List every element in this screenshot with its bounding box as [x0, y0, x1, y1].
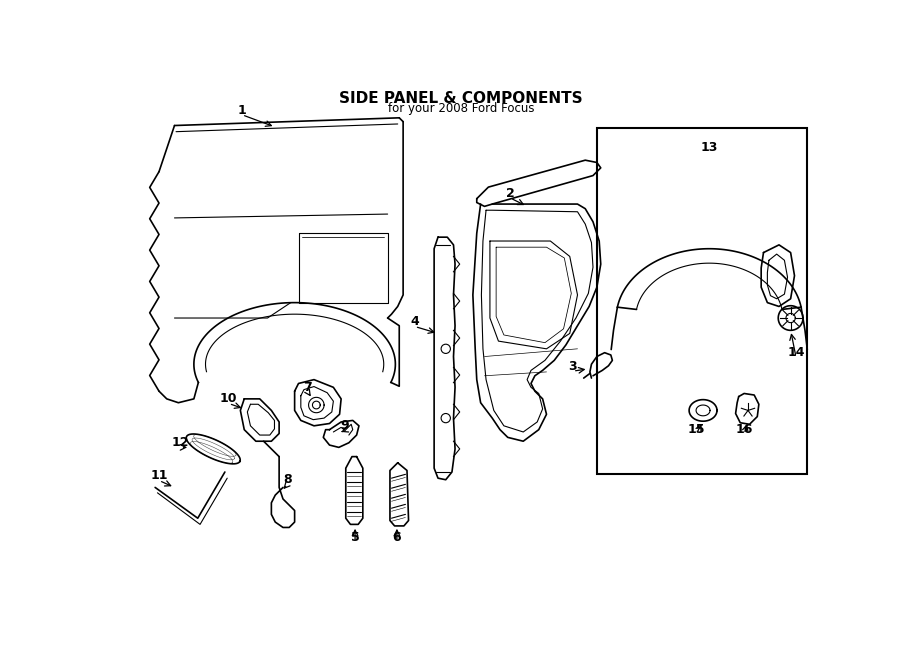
Text: 6: 6 — [392, 531, 401, 544]
Text: 13: 13 — [700, 141, 718, 153]
Text: 15: 15 — [688, 423, 705, 436]
Text: 3: 3 — [569, 360, 577, 373]
Text: SIDE PANEL & COMPONENTS: SIDE PANEL & COMPONENTS — [339, 91, 583, 106]
Text: 12: 12 — [172, 436, 189, 449]
Text: 9: 9 — [341, 419, 349, 432]
Bar — [598, 128, 806, 474]
Text: 11: 11 — [150, 469, 167, 483]
Text: 2: 2 — [506, 187, 515, 200]
Text: 7: 7 — [303, 381, 312, 394]
Text: 4: 4 — [410, 315, 419, 329]
Text: 8: 8 — [284, 473, 292, 486]
Text: 14: 14 — [788, 346, 805, 359]
Text: 10: 10 — [220, 393, 238, 405]
Text: 5: 5 — [351, 531, 359, 544]
Text: 1: 1 — [238, 104, 247, 116]
Text: 16: 16 — [735, 423, 752, 436]
Text: for your 2008 Ford Focus: for your 2008 Ford Focus — [388, 102, 535, 116]
